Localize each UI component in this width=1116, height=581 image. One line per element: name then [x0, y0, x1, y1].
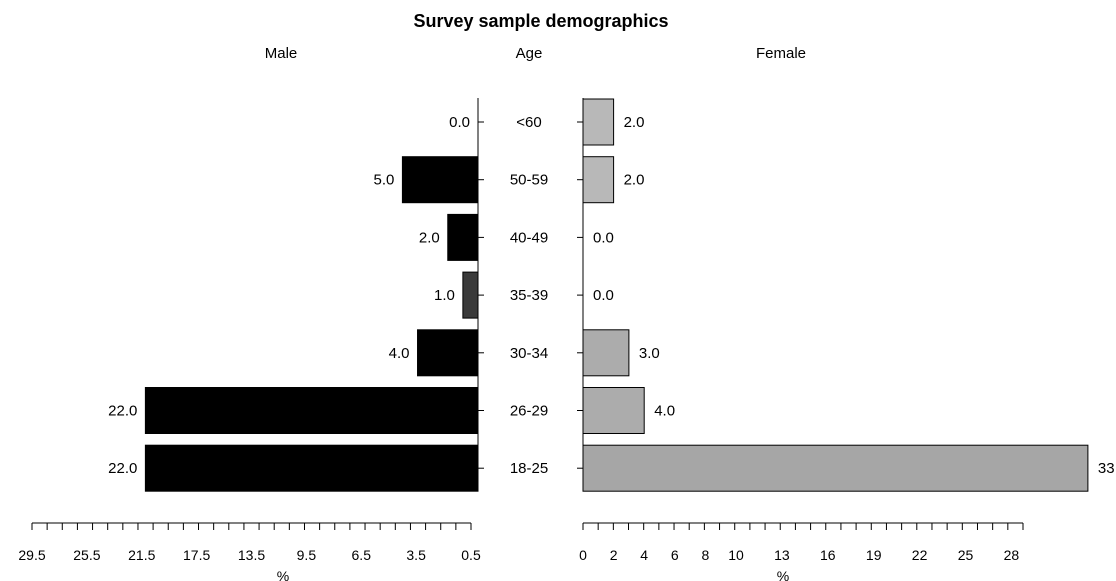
chart-title: Survey sample demographics [413, 11, 668, 31]
male-bar-label: 2.0 [419, 229, 440, 246]
female-bar-label: 2.0 [624, 172, 645, 189]
female-axis-tick-label: 19 [866, 547, 882, 563]
male-bar-label: 4.0 [389, 345, 410, 362]
female-axis-tick-label: 6 [671, 547, 679, 563]
male-bar [447, 213, 479, 261]
age-category-label: 50-59 [510, 172, 548, 189]
female-axis-tick-label: 25 [958, 547, 974, 563]
female-x-axis-label: % [777, 568, 789, 581]
female-axis-tick-label: 13 [774, 547, 790, 563]
female-axis-tick-label: 16 [820, 547, 836, 563]
male-bar-label: 22.0 [108, 403, 137, 420]
female-header: Female [756, 45, 806, 62]
male-bar-label: 5.0 [374, 172, 395, 189]
male-axis-tick-label: 21.5 [128, 547, 155, 563]
age-category-label: 18-25 [510, 460, 548, 477]
female-bar-label: 4.0 [654, 403, 675, 420]
female-bar-label: 0.0 [593, 287, 614, 304]
male-axis-tick-label: 25.5 [73, 547, 100, 563]
female-bar [582, 444, 1089, 492]
age-category-label: 35-39 [510, 287, 548, 304]
male-bar [401, 156, 479, 204]
female-bar [582, 387, 645, 434]
female-bar-label: 33 [1098, 460, 1115, 477]
male-bar [144, 444, 479, 492]
age-category-label: 40-49 [510, 229, 548, 246]
female-bar [582, 156, 615, 204]
female-bar [582, 329, 630, 377]
age-category-label: <60 [516, 114, 541, 131]
female-bar-label: 2.0 [624, 114, 645, 131]
female-axis-tick-label: 0 [579, 547, 587, 563]
age-category-label: 26-29 [510, 403, 548, 420]
female-axis-tick-label: 4 [640, 547, 648, 563]
female-axis-tick-label: 8 [702, 547, 710, 563]
male-bar-label: 0.0 [449, 114, 470, 131]
female-bar-label: 3.0 [639, 345, 660, 362]
female-axis-tick-label: 2 [610, 547, 618, 563]
male-bar-label: 1.0 [434, 287, 455, 304]
female-axis-tick-label: 22 [912, 547, 928, 563]
age-category-label: 30-34 [510, 345, 548, 362]
male-x-axis-label: % [277, 568, 289, 581]
male-bar-label: 22.0 [108, 460, 137, 477]
male-axis-tick-label: 6.5 [352, 547, 372, 563]
male-axis-tick-label: 0.5 [461, 547, 481, 563]
female-axis-tick-label: 28 [1004, 547, 1020, 563]
male-bar [417, 329, 479, 377]
male-axis-tick-label: 29.5 [18, 547, 45, 563]
age-header: Age [516, 45, 543, 62]
male-axis-tick-label: 17.5 [183, 547, 210, 563]
female-axis-tick-label: 10 [728, 547, 744, 563]
male-axis-tick-label: 3.5 [406, 547, 426, 563]
male-axis-tick-label: 13.5 [238, 547, 265, 563]
male-bar [462, 271, 479, 319]
male-bar [144, 387, 479, 434]
male-header: Male [265, 45, 298, 62]
male-axis-tick-label: 9.5 [297, 547, 317, 563]
female-bar-label: 0.0 [593, 229, 614, 246]
female-bar [582, 98, 615, 146]
